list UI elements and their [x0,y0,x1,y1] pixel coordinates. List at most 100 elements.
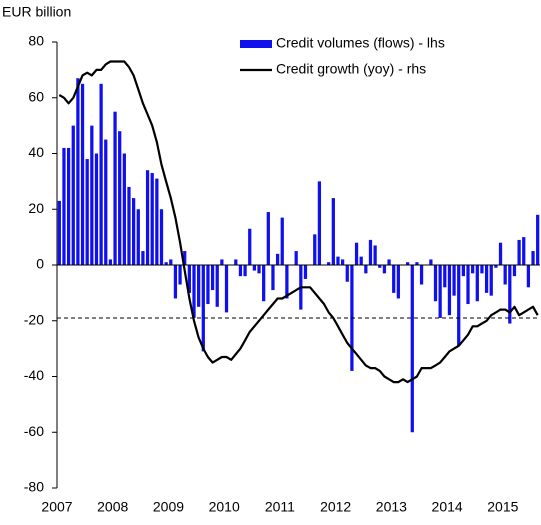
x-tick-label: 2015 [487,499,518,515]
bar [392,265,396,293]
bar [317,181,322,265]
x-tick-label: 2012 [320,499,351,515]
bar [104,139,108,265]
bar [415,262,419,265]
bar [313,234,317,265]
bar [57,200,61,265]
bar [197,265,201,307]
bar [201,265,205,352]
bar [257,265,261,274]
bar [471,265,475,274]
bar [327,262,331,265]
bar [169,259,173,265]
bar [71,125,75,265]
bar [178,265,182,285]
bar [419,265,424,285]
bar [164,262,168,265]
bar [517,239,521,265]
bar [480,265,484,274]
bar [173,265,178,299]
bar [85,159,89,265]
bar [447,265,452,316]
bar [262,265,266,302]
bar [340,259,345,265]
bar [252,265,257,271]
bar [438,265,442,318]
y-tick-label: -80 [24,479,44,495]
bar [461,265,465,277]
bar [192,265,196,318]
x-tick-label: 2010 [209,499,240,515]
bar [113,111,117,265]
bar [359,256,363,265]
y-tick-label: 0 [36,256,44,272]
bar [280,217,284,265]
bar [354,242,359,265]
bar [220,259,224,265]
bar [498,242,503,265]
line [58,60,539,384]
y-tick-label: -60 [24,423,44,439]
bar [536,214,540,265]
y-tick-label: 20 [28,200,44,216]
bar [522,237,526,265]
bar [387,259,391,265]
bar [494,265,498,268]
bar [76,78,80,265]
bar [294,251,298,265]
y-axis-label: EUR billion [2,4,71,20]
bar [136,209,140,265]
bar [62,147,66,265]
bar [457,265,461,346]
bar [489,265,493,296]
bar [345,265,349,282]
x-tick-label: 2014 [432,499,463,515]
bar [66,147,71,265]
bar [336,256,340,265]
bar [429,259,433,265]
bar [206,265,210,305]
bar [364,265,368,274]
bar [433,265,438,302]
bar [248,228,252,265]
bar [132,198,136,265]
bar [266,212,270,265]
bar [155,178,159,265]
bar [373,245,377,265]
bar [508,265,512,324]
bar [466,265,470,305]
bar [99,83,103,265]
bar [183,251,187,265]
bar [94,153,99,265]
legend-label: Credit growth (yoy) - rhs [276,61,426,77]
legend-label: Credit volumes (flows) - lhs [276,35,445,51]
bar [303,265,308,279]
bar [410,265,414,433]
bar [108,259,113,265]
bar [243,265,247,277]
bar [526,265,531,288]
x-tick-label: 2011 [265,499,295,515]
bar [122,153,126,265]
bar [271,265,275,291]
bar [406,262,410,265]
bar [238,265,243,277]
y-tick-label: 80 [28,33,44,49]
bar [141,251,145,265]
bar [475,265,479,302]
bar [368,239,373,265]
bar [234,259,238,265]
x-tick-label: 2008 [97,499,128,515]
bar [396,265,400,299]
bar [145,170,150,265]
x-tick-label: 2009 [153,499,184,515]
bar [224,265,229,313]
bar [378,265,382,268]
bar [80,83,85,265]
y-tick-label: 60 [28,88,44,104]
x-tick-label: 2013 [376,499,407,515]
x-tick-label: 2007 [41,499,72,515]
bar [150,173,154,265]
bar [331,198,335,265]
